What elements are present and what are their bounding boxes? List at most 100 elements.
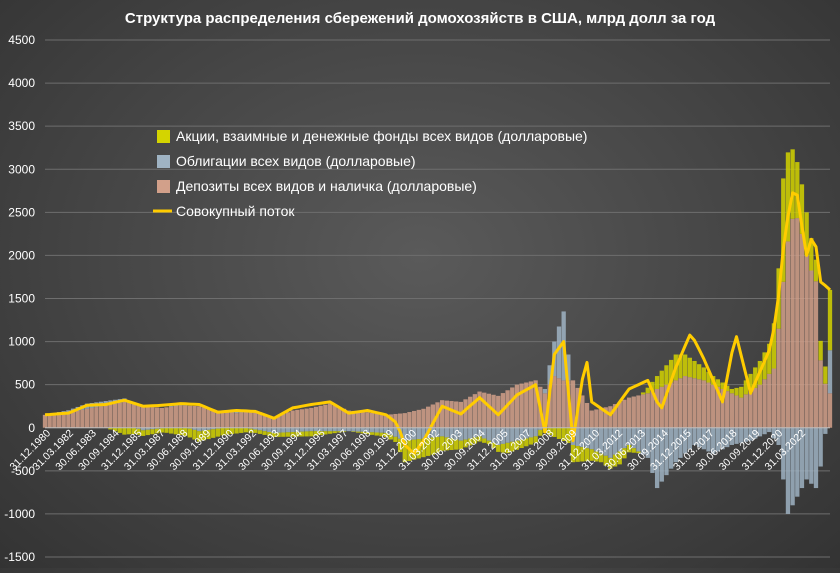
bar-segment: [104, 405, 108, 427]
bar-segment: [543, 389, 547, 393]
bar-segment: [122, 402, 126, 428]
chart-title: Структура распределения сбережений домох…: [125, 10, 716, 27]
bar-segment: [505, 390, 509, 427]
bar-segment: [692, 378, 696, 428]
bar-segment: [660, 371, 664, 387]
y-tick-label: 4000: [8, 76, 35, 90]
bar-segment: [440, 400, 444, 428]
bar-segment: [333, 428, 337, 431]
bar-segment: [557, 378, 561, 428]
bar-segment: [804, 255, 808, 427]
bar-segment: [828, 350, 832, 393]
bar-segment: [646, 388, 650, 394]
bar-segment: [234, 428, 238, 434]
bar-segment: [776, 329, 780, 428]
bar-segment: [370, 413, 374, 428]
bar-segment: [585, 403, 589, 428]
bar-segment: [515, 385, 519, 428]
bar-segment: [281, 428, 285, 433]
bar-segment: [772, 369, 776, 428]
legend: Акции, взаимные и денежные фонды всех ви…: [153, 128, 587, 219]
bar-segment: [674, 380, 678, 427]
bar-segment: [702, 380, 706, 427]
bar-segment: [248, 411, 252, 428]
y-tick-label: 1000: [8, 335, 35, 349]
bar-segment: [333, 405, 337, 427]
bar-segment: [641, 394, 645, 427]
bar-segment: [305, 409, 309, 428]
bar-segment: [412, 411, 416, 428]
bar-segment: [62, 413, 66, 427]
bar-segment: [183, 406, 187, 428]
bar-segment: [823, 366, 827, 383]
bar-segment: [692, 361, 696, 378]
bar-segment: [795, 218, 799, 428]
y-tick-label: 2500: [8, 205, 35, 219]
bar-segment: [375, 428, 379, 433]
bar-segment: [206, 408, 210, 427]
bar-segment: [220, 411, 224, 428]
bar-segment: [323, 405, 327, 428]
bar-segment: [309, 428, 313, 431]
bar-segment: [244, 412, 248, 428]
bar-segment: [809, 270, 813, 427]
bar-segment: [454, 401, 458, 427]
bar-segment: [702, 367, 706, 380]
bar-segment: [146, 407, 150, 428]
bar-segment: [580, 395, 584, 427]
bar-segment: [356, 411, 360, 427]
bar-segment: [239, 412, 243, 427]
bar-segment: [136, 405, 140, 428]
bar-segment: [819, 341, 823, 360]
bar-segment: [164, 428, 168, 433]
bar-segment: [809, 428, 813, 484]
bar-segment: [108, 404, 112, 427]
bar-segment: [678, 378, 682, 428]
bar-segment: [641, 392, 645, 394]
bar-segment: [319, 406, 323, 428]
bar-segment: [234, 413, 238, 428]
bar-segment: [636, 395, 640, 427]
bar-segment: [683, 376, 687, 428]
bar-segment: [823, 384, 827, 428]
bar-segment: [417, 410, 421, 428]
bar-segment: [132, 404, 136, 428]
bar-segment: [286, 412, 290, 428]
bar-segment: [599, 408, 603, 427]
bar-segment: [697, 379, 701, 427]
bar-segment: [823, 428, 827, 434]
bar-segment: [711, 385, 715, 428]
bar-segment: [85, 409, 89, 428]
y-tick-label: -1000: [4, 507, 35, 521]
bar-segment: [57, 414, 61, 428]
bar-segment: [188, 406, 192, 428]
bar-segment: [174, 406, 178, 428]
bar-segment: [688, 377, 692, 428]
bar-segment: [337, 407, 341, 428]
y-tick-label: 0: [28, 421, 35, 435]
bar-segment: [99, 406, 103, 428]
bar-segment: [482, 393, 486, 428]
bar-segment: [753, 388, 757, 428]
bar-segment: [767, 428, 771, 432]
bar-segment: [305, 428, 309, 432]
bar-segment: [300, 409, 304, 428]
bar-segment: [762, 428, 766, 434]
bar-segment: [76, 411, 80, 428]
y-tick-label: -1500: [4, 550, 35, 564]
bar-segment: [706, 383, 710, 428]
bar-segment: [52, 414, 56, 428]
gridlines: [45, 40, 830, 557]
bar-segment: [122, 428, 126, 435]
bar-segment: [43, 415, 47, 428]
bar-segment: [767, 374, 771, 428]
legend-label: Облигации всех видов (долларовые): [176, 153, 416, 169]
bar-segment: [421, 409, 425, 428]
bar-segment: [328, 428, 332, 431]
bar-segment: [71, 412, 75, 428]
bar-segment: [664, 365, 668, 384]
bar-segment: [351, 428, 355, 432]
legend-swatch: [157, 130, 170, 143]
bar-segment: [258, 430, 262, 434]
